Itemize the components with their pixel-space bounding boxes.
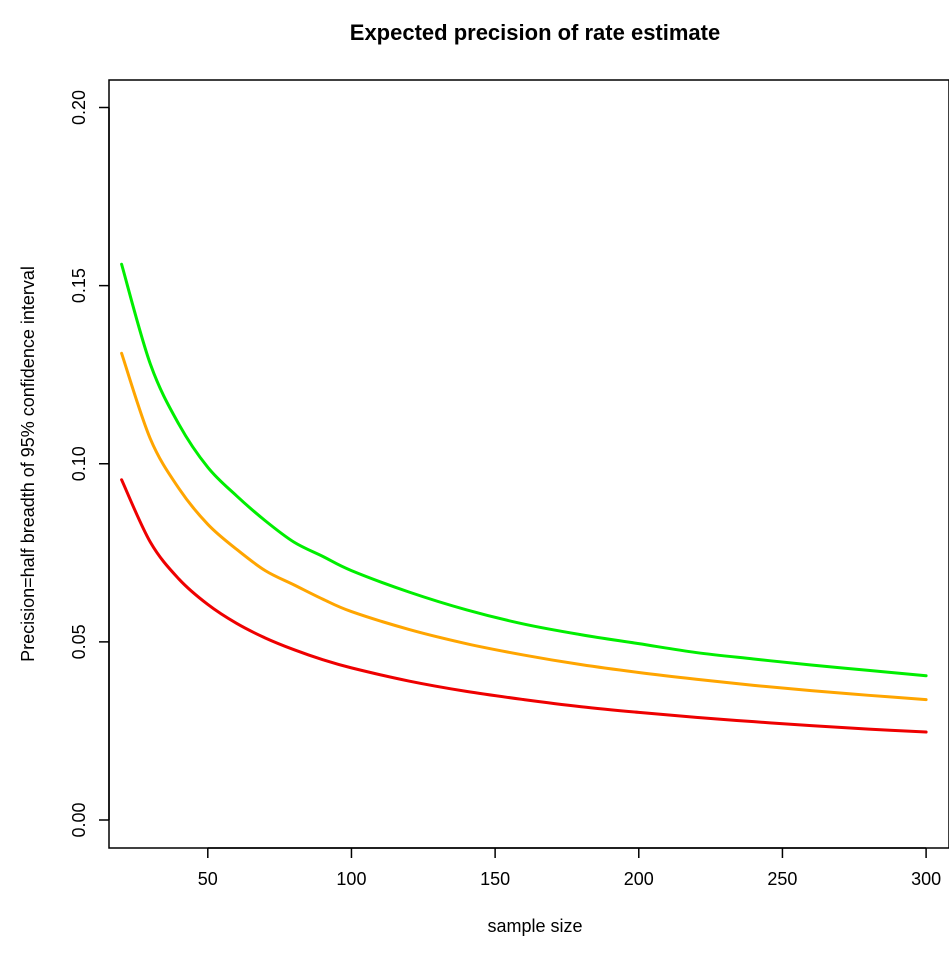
y-axis-label: Precision=half breadth of 95% confidence… [18, 266, 38, 662]
x-tick-label: 300 [911, 869, 941, 889]
series-line-3 [120, 478, 928, 734]
y-tick-label: 0.05 [69, 624, 89, 659]
x-tick-label: 100 [336, 869, 366, 889]
y-tick-label: 0.20 [69, 90, 89, 125]
series-line-2 [120, 351, 928, 702]
x-axis-label: sample size [487, 916, 582, 936]
x-axis: 50 100 150 200 250 300 [198, 847, 941, 889]
x-tick-label: 200 [624, 869, 654, 889]
y-axis: 0.00 0.05 0.10 0.15 0.20 [69, 90, 110, 838]
chart-title: Expected precision of rate estimate [350, 20, 720, 45]
x-tick-label: 250 [767, 869, 797, 889]
x-tick-label: 150 [480, 869, 510, 889]
y-tick-label: 0.00 [69, 802, 89, 837]
y-tick-label: 0.15 [69, 268, 89, 303]
series-line-1 [120, 262, 928, 678]
x-tick-label: 50 [198, 869, 218, 889]
y-tick-label: 0.10 [69, 446, 89, 481]
series-layer [120, 262, 928, 734]
